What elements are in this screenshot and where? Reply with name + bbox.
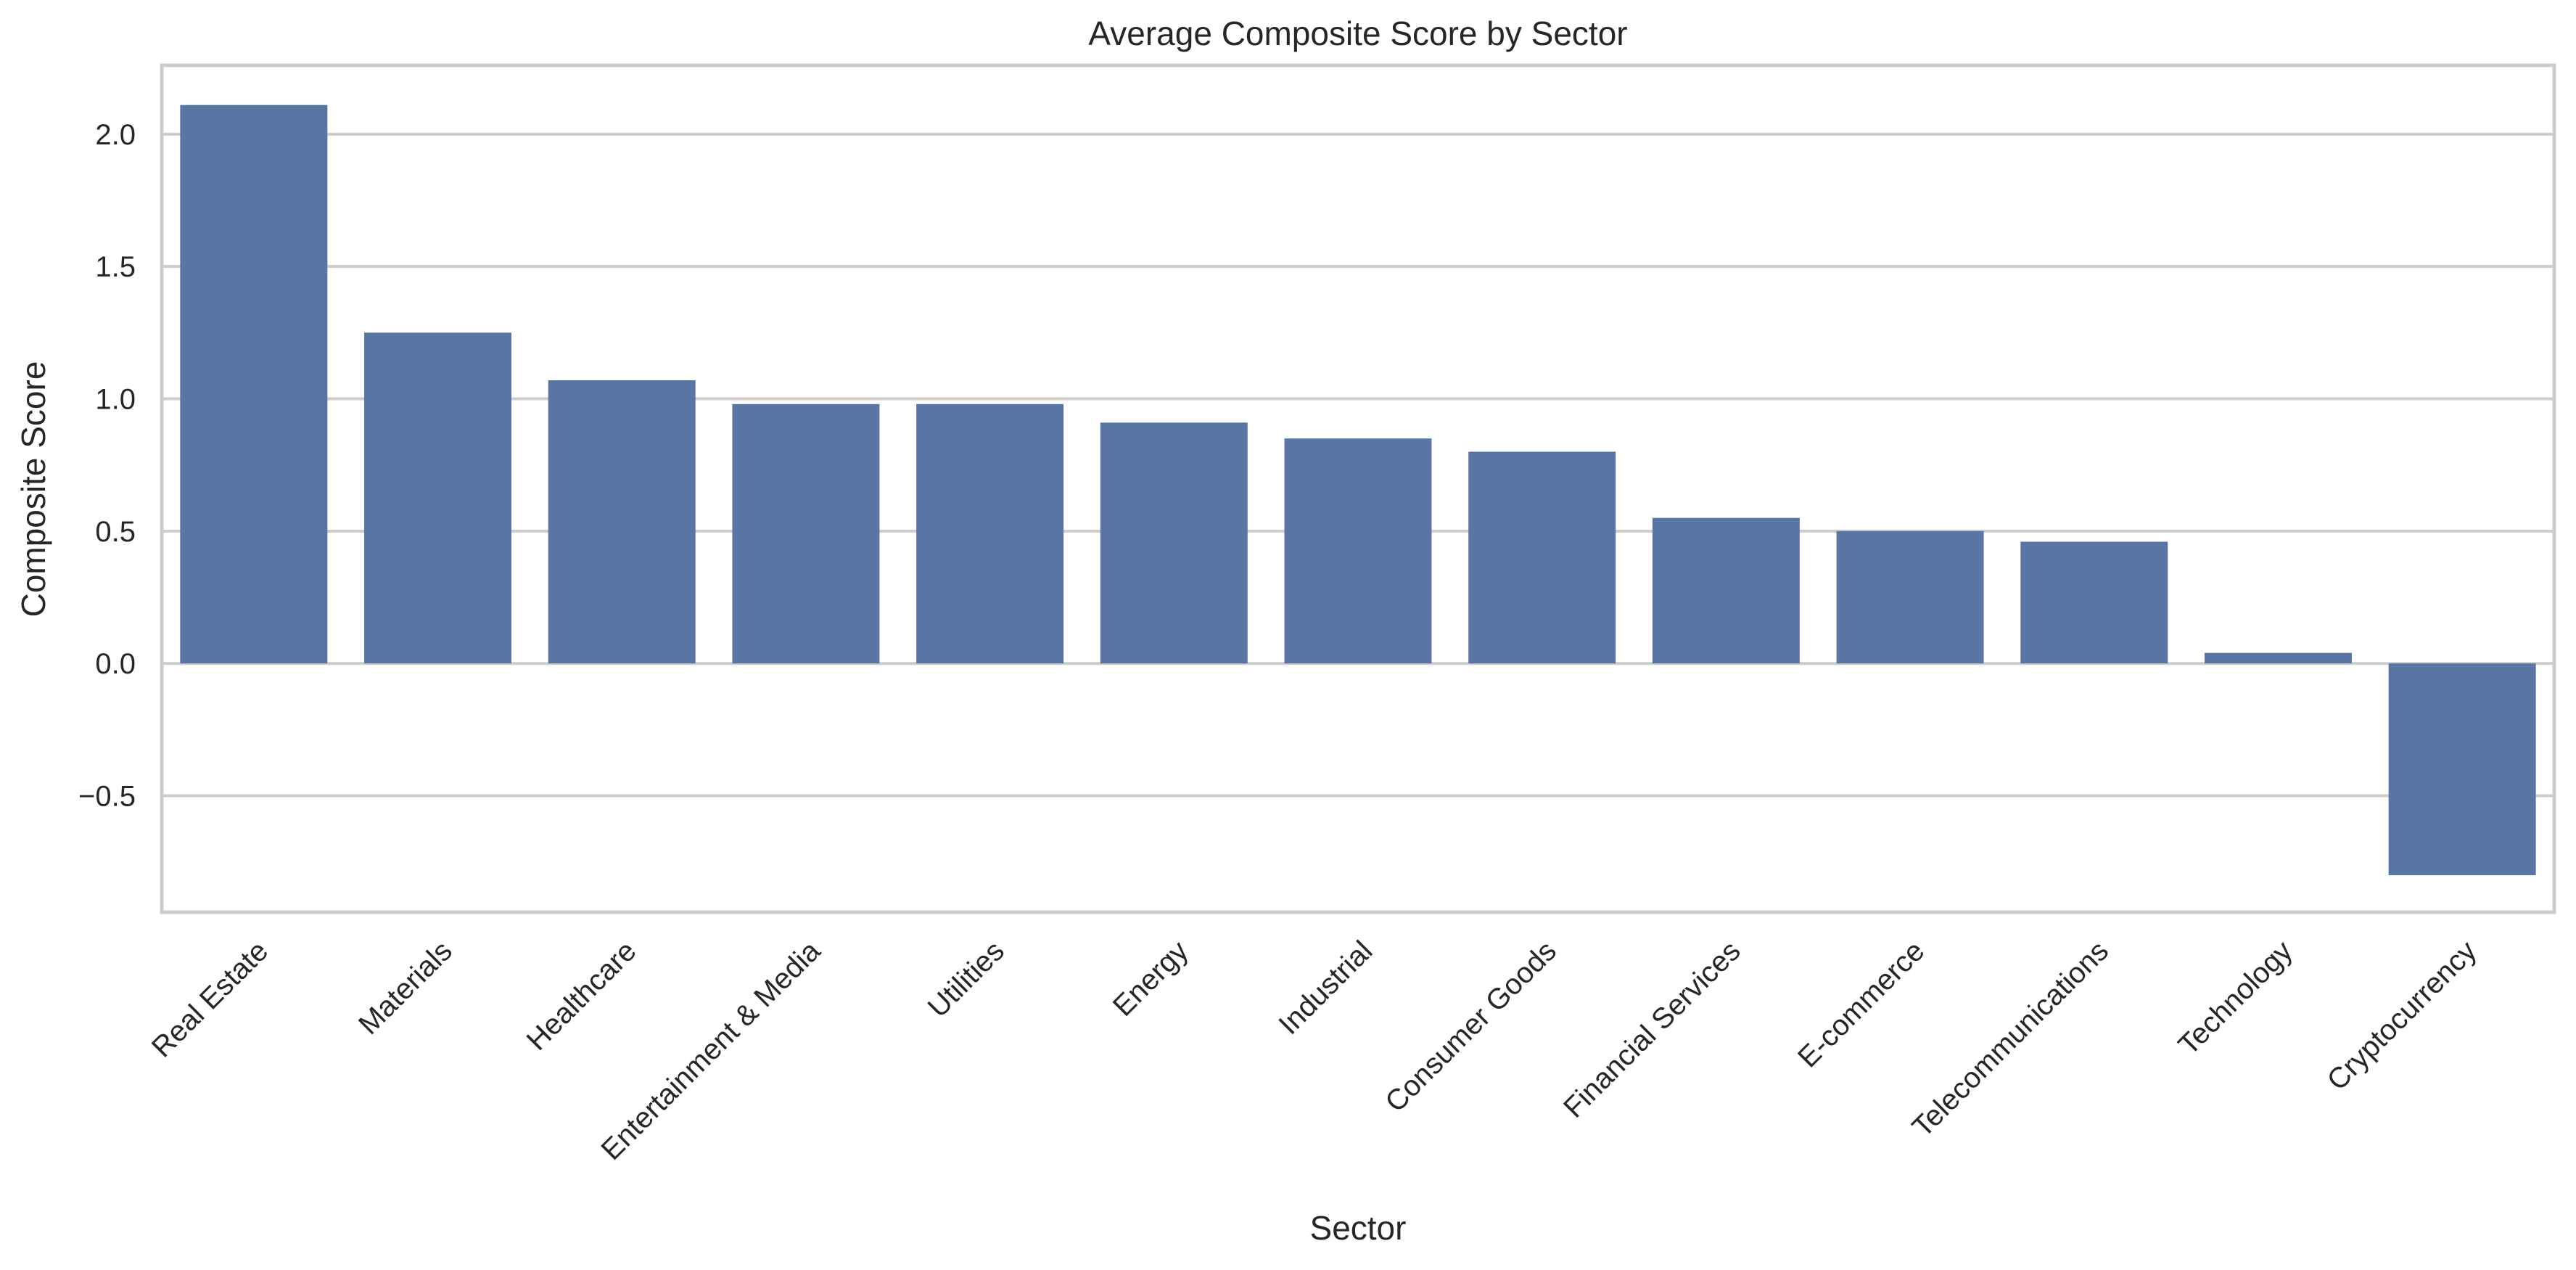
bar bbox=[364, 332, 512, 664]
x-tick-label: Financial Services bbox=[1557, 935, 1747, 1124]
bar bbox=[732, 403, 880, 664]
y-tick-label: 0.0 bbox=[95, 648, 136, 680]
y-tick-label: 2.0 bbox=[95, 119, 136, 151]
x-tick-label: Materials bbox=[353, 935, 458, 1041]
bar bbox=[1100, 422, 1248, 664]
x-tick-labels: Real Estate Materials HealthcareEntertainm… bbox=[146, 935, 2483, 1166]
x-tick-label: Consumer Goods bbox=[1379, 935, 1563, 1118]
x-tick-label: Energy bbox=[1107, 935, 1195, 1023]
bar bbox=[916, 403, 1064, 664]
y-axis-label: Composite Score bbox=[15, 361, 52, 618]
x-axis-label: Sector bbox=[1310, 1209, 1407, 1247]
x-tick-label: Technology bbox=[2173, 935, 2299, 1061]
bar bbox=[180, 105, 328, 664]
x-tick-label: Healthcare bbox=[521, 935, 643, 1057]
x-tick-label: Industrial bbox=[1272, 935, 1378, 1041]
x-tick-label: Real Estate bbox=[146, 935, 274, 1063]
plot-frame bbox=[160, 63, 2556, 914]
y-tick-label: 0.5 bbox=[95, 516, 136, 548]
x-tick-label: E-commerce bbox=[1792, 935, 1930, 1073]
y-tick-label: −0.5 bbox=[78, 781, 136, 813]
bar bbox=[2204, 652, 2352, 664]
bar bbox=[548, 380, 696, 664]
bar bbox=[1468, 451, 1616, 664]
x-tick-label: Utilities bbox=[922, 935, 1011, 1023]
bar bbox=[2388, 663, 2536, 875]
y-tick-label: 1.0 bbox=[95, 384, 136, 416]
bar bbox=[2020, 541, 2168, 664]
bar bbox=[1652, 517, 1800, 664]
x-tick-label: Cryptocurrency bbox=[2321, 935, 2483, 1097]
y-tick-labels: −0.5 0.0 0.5 1.0 1.5 2.0 bbox=[78, 119, 136, 813]
bars bbox=[180, 105, 2536, 875]
bar bbox=[1836, 530, 1984, 664]
bar bbox=[1284, 438, 1432, 664]
x-tick-label: Telecommunications bbox=[1906, 935, 2115, 1143]
y-tick-label: 1.5 bbox=[95, 251, 136, 283]
chart-title: Average Composite Score by Sector bbox=[1088, 15, 1627, 52]
